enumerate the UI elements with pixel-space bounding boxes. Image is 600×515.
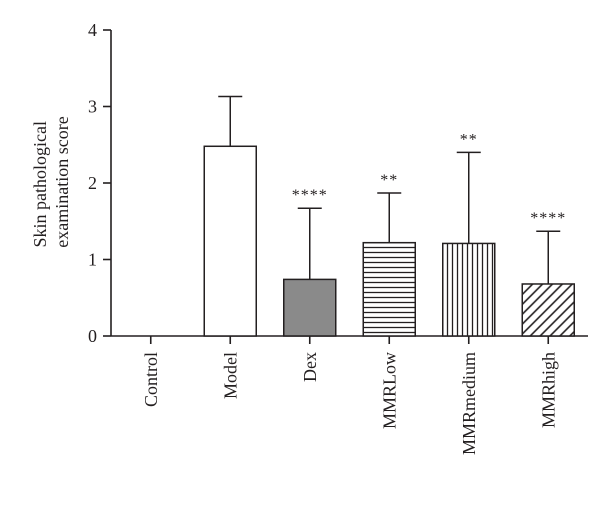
significance-mmrhigh: **** [530, 210, 566, 227]
bar-dex [283, 278, 337, 337]
significance-mmrmedium: ** [460, 131, 478, 148]
y-tick-label: 2 [88, 173, 97, 193]
category-label-mmrhigh: MMRhigh [538, 352, 558, 428]
category-label-dex: Dex [300, 352, 320, 382]
bar-model [203, 145, 257, 337]
y-tick-label: 4 [88, 20, 97, 40]
bar-mmrlow [362, 241, 416, 337]
y-axis-label-line-1: Skin pathological [30, 121, 50, 247]
y-tick-label: 0 [88, 326, 97, 346]
y-ticks: 0 1 2 3 4 [88, 20, 111, 346]
y-tick-label: 3 [88, 97, 97, 117]
category-label-mmrlow: MMRLow [379, 352, 399, 429]
category-label-model: Model [220, 352, 240, 399]
category-label-control: Control [141, 352, 161, 407]
bar-mmrmedium [442, 242, 496, 337]
bar-mmrhigh [521, 283, 575, 337]
y-tick-label: 1 [88, 250, 97, 270]
y-axis-label-line-2: examination score [52, 116, 72, 247]
significance-dex: **** [292, 187, 328, 204]
category-label-mmrmedium: MMRmedium [459, 352, 479, 455]
y-axis-label: Skin pathological examination score [30, 116, 72, 247]
significance-mmrlow: ** [380, 172, 398, 189]
category-labels: Control Model Dex MMRLow MMRmedium MMRhigh [141, 336, 558, 455]
bars: ************ [203, 95, 575, 337]
